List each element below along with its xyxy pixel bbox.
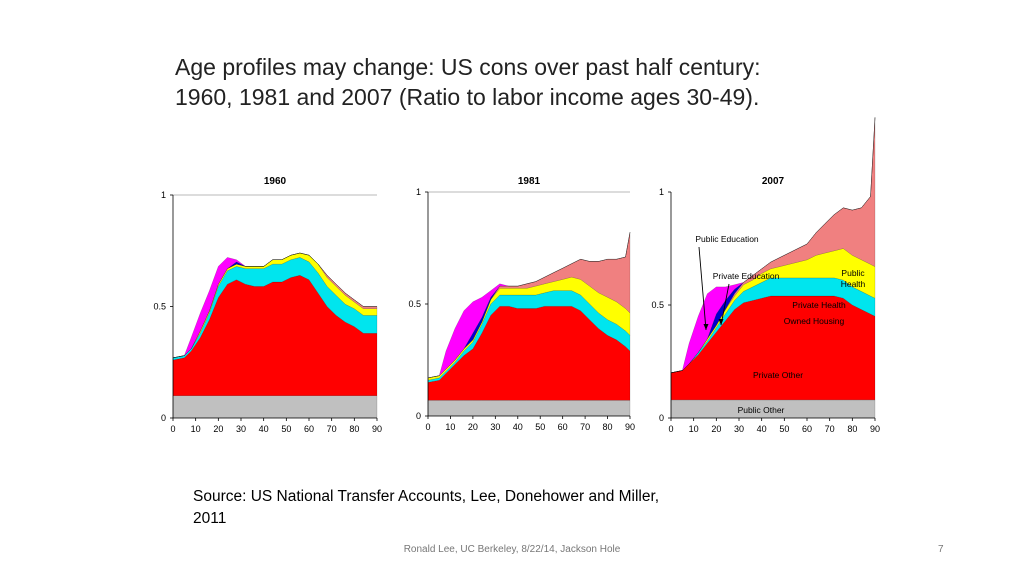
y-tick-label: 0.5 (651, 300, 664, 310)
series-area-public-other (172, 395, 378, 419)
x-tick-label: 90 (870, 424, 880, 434)
x-tick-label: 0 (668, 424, 673, 434)
x-tick-label: 90 (625, 422, 635, 432)
x-tick-label: 20 (468, 422, 478, 432)
page-number: 7 (938, 544, 944, 555)
annotation-public: Public (841, 268, 865, 278)
title-line-2: 1960, 1981 and 2007 (Ratio to labor inco… (175, 84, 760, 110)
y-tick-label: 0 (659, 413, 664, 423)
series-area-public-other (427, 400, 631, 417)
annotation-arrowhead (703, 324, 709, 330)
x-tick-label: 60 (558, 422, 568, 432)
annotation-health: Health (841, 279, 866, 289)
x-tick-label: 20 (213, 424, 223, 434)
annotation-private-health: Private Health (792, 300, 846, 310)
x-tick-label: 80 (349, 424, 359, 434)
y-tick-label: 1 (659, 187, 664, 197)
chart-title: 1960 (264, 176, 287, 187)
series-area-public-health (172, 252, 378, 358)
series-area-private-other (172, 275, 378, 396)
charts-row: 1960 0 0.5 1 0 10 20 30 40 50 60 70 80 90 1981 0 0.5 1 0 1… (0, 117, 1024, 445)
x-tick-label: 40 (757, 424, 767, 434)
x-tick-label: 60 (304, 424, 314, 434)
x-tick-label: 50 (535, 422, 545, 432)
annotation-public-education: Public Education (695, 234, 759, 244)
x-tick-label: 10 (445, 422, 455, 432)
annotation-private-education: Private Education (713, 271, 780, 281)
series-area-private-health (670, 248, 876, 373)
x-tick-label: 70 (825, 424, 835, 434)
x-tick-label: 60 (802, 424, 812, 434)
x-tick-label: 70 (327, 424, 337, 434)
annotation-public-other: Public Other (738, 405, 785, 415)
source-line-1: Source: US National Transfer Accounts, L… (193, 488, 660, 505)
x-tick-label: 30 (490, 422, 500, 432)
annotation-arrow (698, 246, 707, 331)
x-tick-label: 20 (711, 424, 721, 434)
x-tick-label: 80 (603, 422, 613, 432)
footer-credit: Ronald Lee, UC Berkeley, 8/22/14, Jackso… (403, 544, 621, 555)
x-tick-label: 70 (580, 422, 590, 432)
source-note: Source: US National Transfer Accounts, L… (193, 486, 753, 530)
slide-title: Age profiles may change: US cons over pa… (175, 52, 895, 112)
y-tick-label: 1 (161, 190, 166, 200)
x-tick-label: 10 (689, 424, 699, 434)
x-tick-label: 30 (236, 424, 246, 434)
chart-title: 2007 (762, 176, 785, 187)
series-area-public-health (427, 232, 631, 379)
annotation-private-other: Private Other (753, 370, 803, 380)
series-area-public-education (172, 252, 377, 358)
y-tick-label: 1 (416, 187, 421, 197)
x-tick-label: 0 (425, 422, 430, 432)
y-tick-label: 0.5 (408, 299, 421, 309)
x-tick-label: 40 (259, 424, 269, 434)
y-tick-label: 0 (416, 411, 421, 421)
x-tick-label: 30 (734, 424, 744, 434)
annotation-arrow (720, 283, 730, 326)
annotation-owned-housing: Owned Housing (784, 316, 845, 326)
x-tick-label: 40 (513, 422, 523, 432)
chart-title: 1981 (518, 176, 541, 187)
source-line-2: 2011 (193, 510, 227, 527)
series-area-public-education (427, 232, 631, 379)
y-tick-label: 0.5 (153, 302, 166, 312)
x-tick-label: 0 (170, 424, 175, 434)
x-tick-label: 10 (191, 424, 201, 434)
series-area-public-education (670, 117, 876, 373)
x-tick-label: 50 (779, 424, 789, 434)
y-tick-label: 0 (161, 413, 166, 423)
x-tick-label: 50 (281, 424, 291, 434)
annotation-arrowhead (718, 319, 724, 325)
series-area-private-health (172, 252, 378, 358)
x-tick-label: 90 (372, 424, 382, 434)
x-tick-label: 80 (847, 424, 857, 434)
title-line-1: Age profiles may change: US cons over pa… (175, 54, 761, 80)
